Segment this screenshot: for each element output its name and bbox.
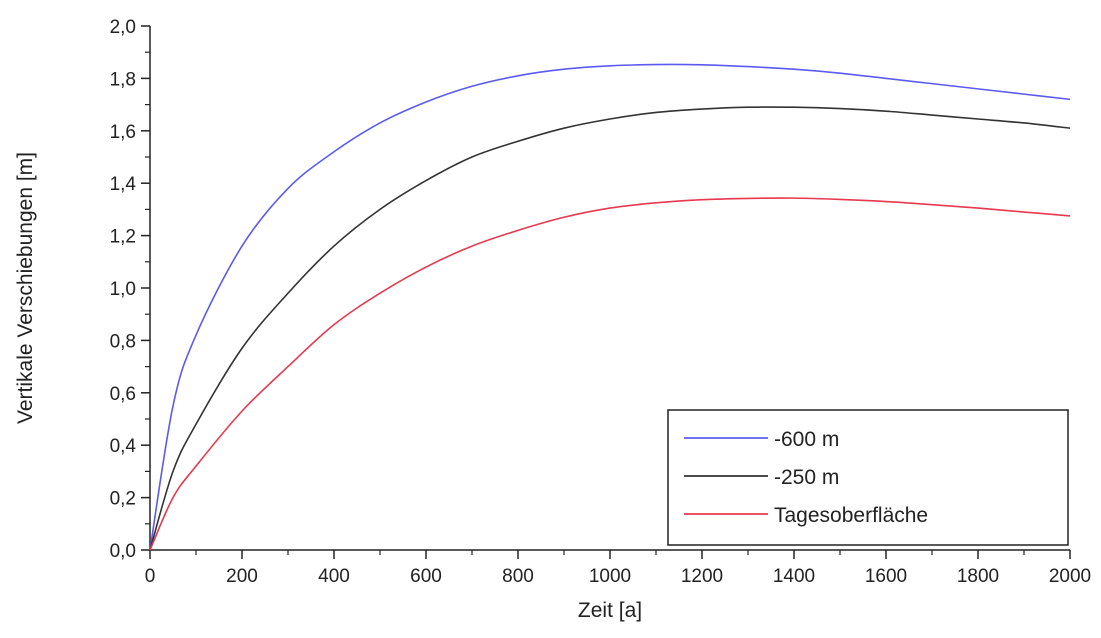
y-tick-label: 1,4 [110,174,137,195]
x-tick-label: 1000 [589,566,631,587]
x-tick-label: 2000 [1049,566,1091,587]
legend-label: -600 m [774,428,839,451]
x-axis-title: Zeit [a] [578,599,642,622]
y-tick-label: 0,4 [110,436,137,457]
series-line-1 [149,106,1071,551]
y-tick-label: 1,0 [110,279,136,300]
y-tick-label: 1,2 [110,227,136,248]
y-tick-label: 2,0 [110,17,136,38]
y-tick-label: 0,6 [110,384,136,405]
x-tick-label: 1400 [773,566,815,587]
series-line-0 [149,63,1071,551]
y-axis: 0,0 0,2 0,4 0,6 0,8 1,0 1,2 1,4 1,6 1,8 2,0 [110,17,150,562]
series-line-2 [149,197,1071,551]
y-tick-label: 0,2 [110,489,136,510]
x-tick-label: 600 [410,566,442,587]
legend: -600 m -250 m Tagesoberfläche [667,409,1069,546]
legend-label: -250 m [774,466,839,489]
x-tick-label: 1800 [957,566,999,587]
legend-label: Tagesoberfläche [774,504,928,527]
legend-box [667,409,1069,546]
y-tick-label: 0,8 [110,331,136,352]
x-axis: 0 200 400 600 800 1000 1200 1400 1600 1800 2000 [145,550,1091,587]
y-tick-label: 1,6 [110,122,136,143]
x-tick-label: 200 [226,566,258,587]
x-tick-label: 0 [145,566,156,587]
y-tick-label: 1,8 [110,69,136,90]
x-tick-label: 800 [502,566,534,587]
x-tick-label: 400 [318,566,350,587]
series-layer [149,63,1071,551]
y-axis-title: Vertikale Verschiebungen [m] [14,152,37,424]
x-tick-label: 1200 [681,566,723,587]
y-tick-label: 0,0 [110,541,136,562]
x-tick-label: 1600 [865,566,907,587]
